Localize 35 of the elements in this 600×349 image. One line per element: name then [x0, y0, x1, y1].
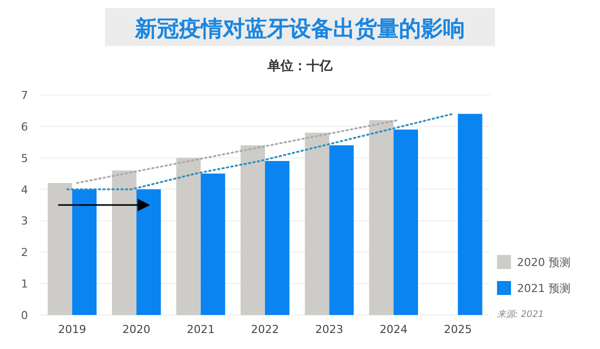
y-tick-label: 3 [21, 214, 28, 228]
bar [369, 120, 394, 315]
legend-label: 2020 预测 [517, 256, 570, 269]
y-tick-label: 4 [21, 183, 28, 196]
x-tick-label: 2025 [444, 323, 472, 336]
bar [394, 130, 418, 315]
bar [265, 161, 290, 315]
y-tick-label: 0 [21, 309, 28, 322]
chart-title: 新冠疫情对蓝牙设备出货量的影响 [134, 16, 465, 42]
bar [48, 183, 72, 315]
x-tick-label: 2019 [58, 323, 86, 336]
chart-subtitle: 单位：十亿 [266, 58, 334, 74]
x-tick-label: 2023 [315, 323, 344, 336]
bar [176, 158, 201, 315]
x-tick-label: 2020 [122, 323, 150, 336]
y-tick-label: 6 [21, 120, 28, 134]
bar [329, 145, 354, 315]
bar [240, 145, 265, 315]
y-tick-label: 7 [21, 89, 28, 102]
y-tick-label: 1 [21, 278, 28, 291]
y-tick-label: 5 [21, 152, 28, 165]
bar [72, 189, 97, 315]
source-note: 来源: 2021 [497, 309, 544, 320]
bar [304, 132, 330, 315]
x-tick-label: 2021 [186, 323, 215, 336]
x-tick-label: 2024 [380, 323, 408, 336]
bar [112, 170, 136, 315]
x-tick-label: 2022 [251, 323, 279, 336]
bar [136, 189, 161, 315]
bar [458, 114, 482, 315]
y-tick-label: 2 [21, 246, 28, 260]
line-series [66, 112, 454, 190]
legend-label: 2021 预测 [517, 282, 570, 295]
line-series [76, 119, 400, 184]
bar [200, 174, 226, 315]
